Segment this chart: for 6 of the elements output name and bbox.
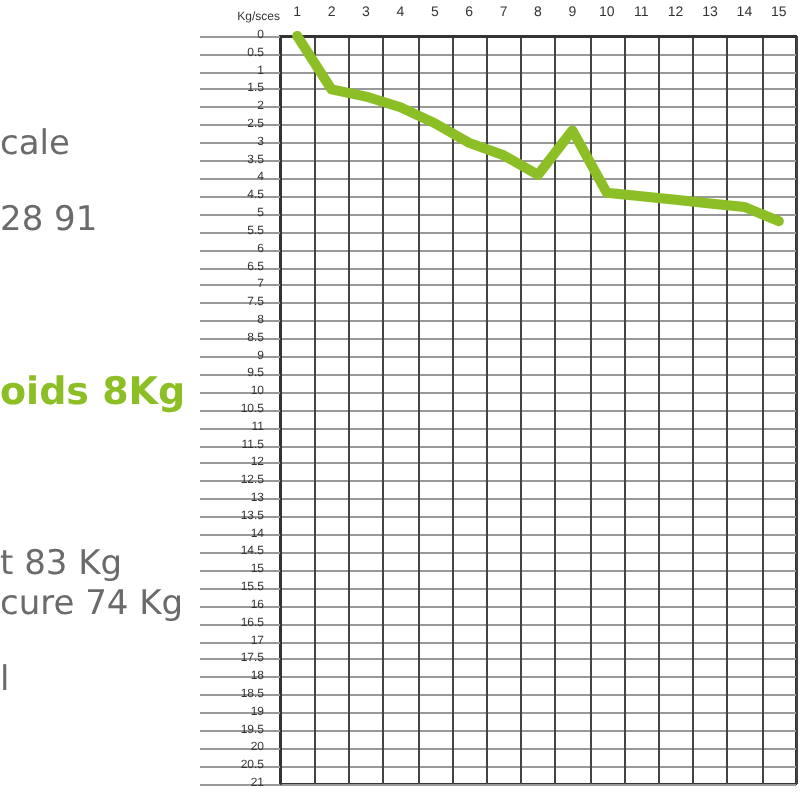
text: 28 91 [0,200,98,240]
text: l [0,660,10,700]
text: oids 8Kg [0,370,186,414]
text: cale [0,124,70,164]
text: cure 74 Kg [0,584,184,624]
text: t 83 Kg [0,544,123,584]
